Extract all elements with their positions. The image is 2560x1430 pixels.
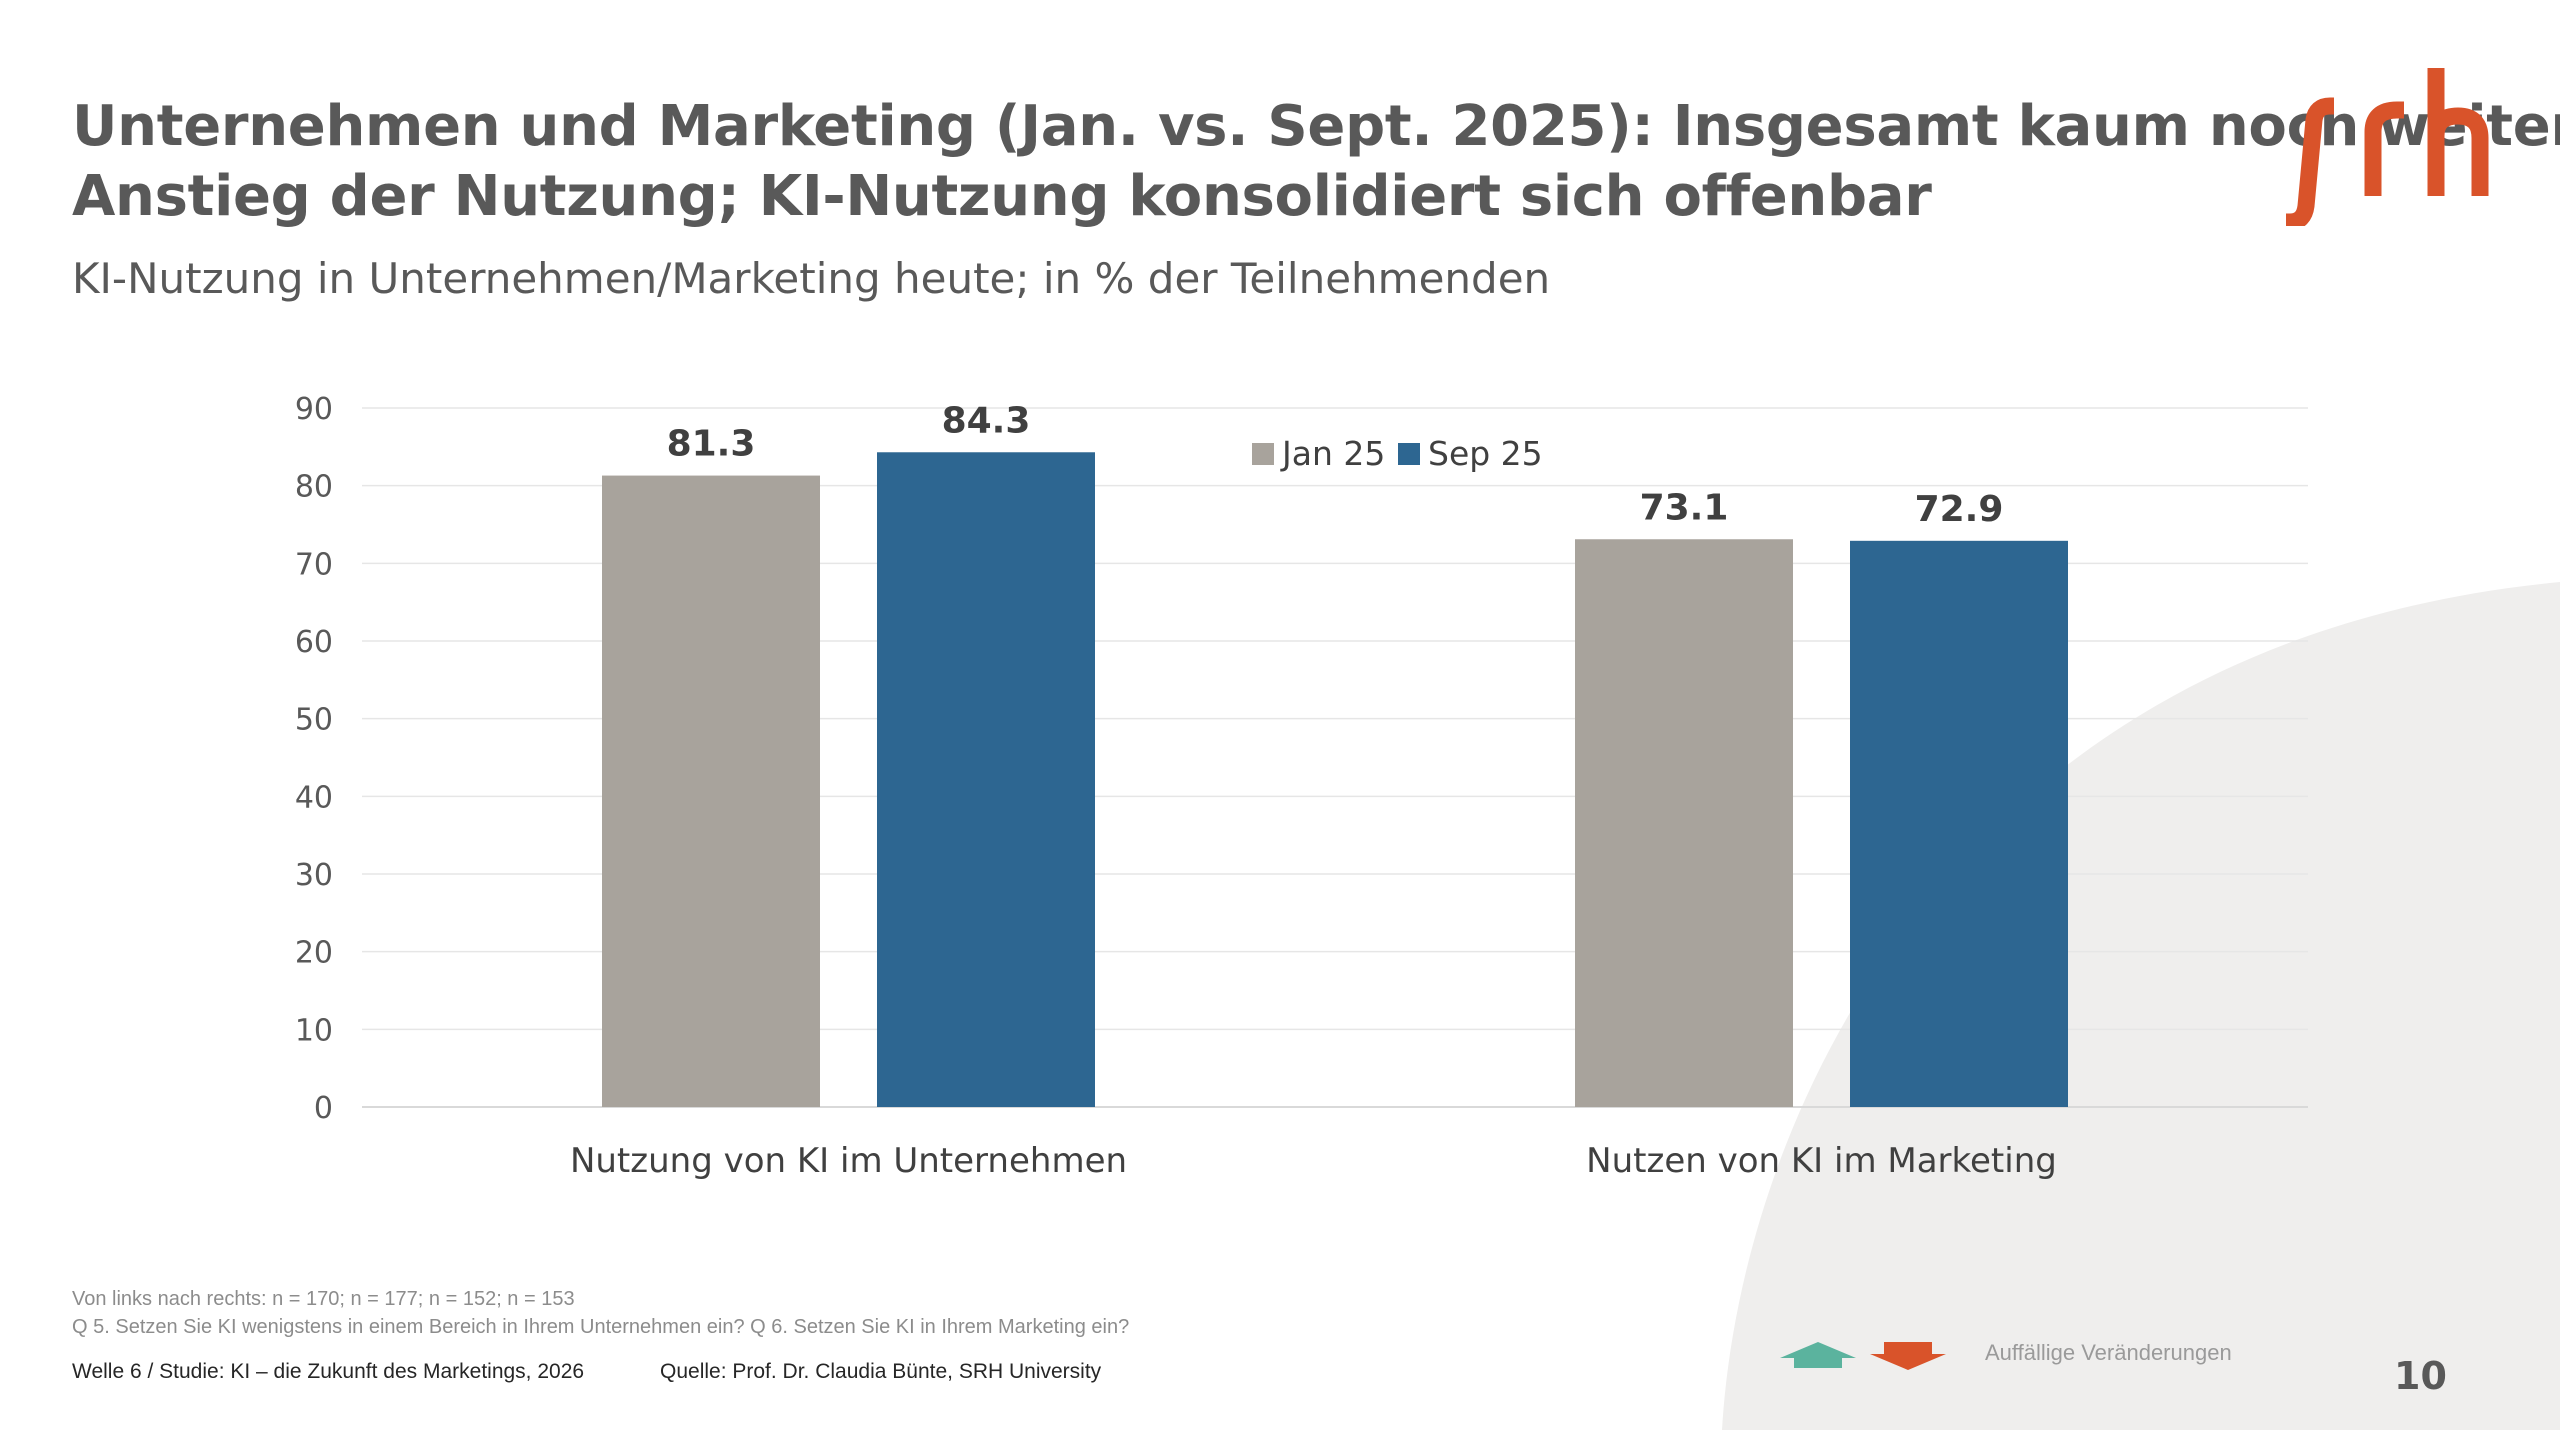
x-category-label: Nutzung von KI im Unternehmen (570, 1141, 1127, 1181)
y-tick-label: 20 (295, 936, 333, 971)
arrow-down-icon (1870, 1342, 1946, 1370)
bar-sep-1 (877, 452, 1095, 1107)
arrow-up-icon (1780, 1342, 1856, 1368)
data-label: 73.1 (1640, 487, 1729, 528)
legend-swatch-sep (1398, 443, 1420, 465)
chart-subtitle: KI-Nutzung in Unternehmen/Marketing heut… (72, 254, 1551, 303)
logo-letter-h (2427, 68, 2489, 196)
srh-logo (2286, 68, 2489, 226)
footer-source: Quelle: Prof. Dr. Claudia Bünte, SRH Uni… (660, 1360, 1102, 1383)
logo-letter-r (2364, 101, 2404, 196)
bar-jan-2 (1575, 539, 1793, 1107)
logo-letter-s (2286, 97, 2334, 226)
legend-label-jan: Jan 25 (1280, 434, 1385, 473)
changes-legend-label: Auffällige Veränderungen (1985, 1340, 2232, 1365)
bar-sep-2 (1850, 540, 2068, 1107)
sample-size-note: Von links nach rechts: n = 170; n = 177;… (72, 1288, 575, 1310)
footer-study: Welle 6 / Studie: KI – die Zukunft des M… (72, 1360, 585, 1383)
y-tick-label: 90 (295, 392, 333, 427)
chart-bars (602, 452, 2068, 1107)
y-tick-label: 60 (295, 625, 333, 660)
y-tick-label: 80 (295, 470, 333, 505)
page-number: 10 (2394, 1354, 2447, 1398)
changes-legend-arrows (1780, 1342, 1946, 1370)
page-title-line-1: Unternehmen und Marketing (Jan. vs. Sept… (72, 94, 2560, 159)
y-tick-label: 30 (295, 858, 333, 893)
data-label: 72.9 (1915, 489, 2004, 530)
chart-labels: 0 10 20 30 40 50 60 70 80 90 81.3 84.3 Nutzung von K… (295, 392, 2057, 1181)
chart-legend: Jan 25 Sep 25 (1252, 434, 1543, 473)
y-tick-label: 50 (295, 703, 333, 738)
page-title-line-2: Anstieg der Nutzung; KI-Nutzung konsolid… (72, 164, 1932, 229)
question-note: Q 5. Setzen Sie KI wenigstens in einem B… (72, 1316, 1130, 1338)
y-tick-label: 70 (295, 547, 333, 582)
data-label: 84.3 (942, 400, 1031, 441)
y-tick-label: 40 (295, 780, 333, 815)
legend-label-sep: Sep 25 (1428, 434, 1543, 473)
legend-swatch-jan (1252, 443, 1274, 465)
y-tick-label: 0 (314, 1091, 333, 1126)
x-category-label: Nutzen von KI im Marketing (1586, 1141, 2057, 1181)
y-tick-label: 10 (295, 1013, 333, 1048)
data-label: 81.3 (667, 424, 756, 465)
page-title: Unternehmen und Marketing (Jan. vs. Sept… (72, 92, 2560, 232)
bar-jan-1 (602, 475, 820, 1107)
